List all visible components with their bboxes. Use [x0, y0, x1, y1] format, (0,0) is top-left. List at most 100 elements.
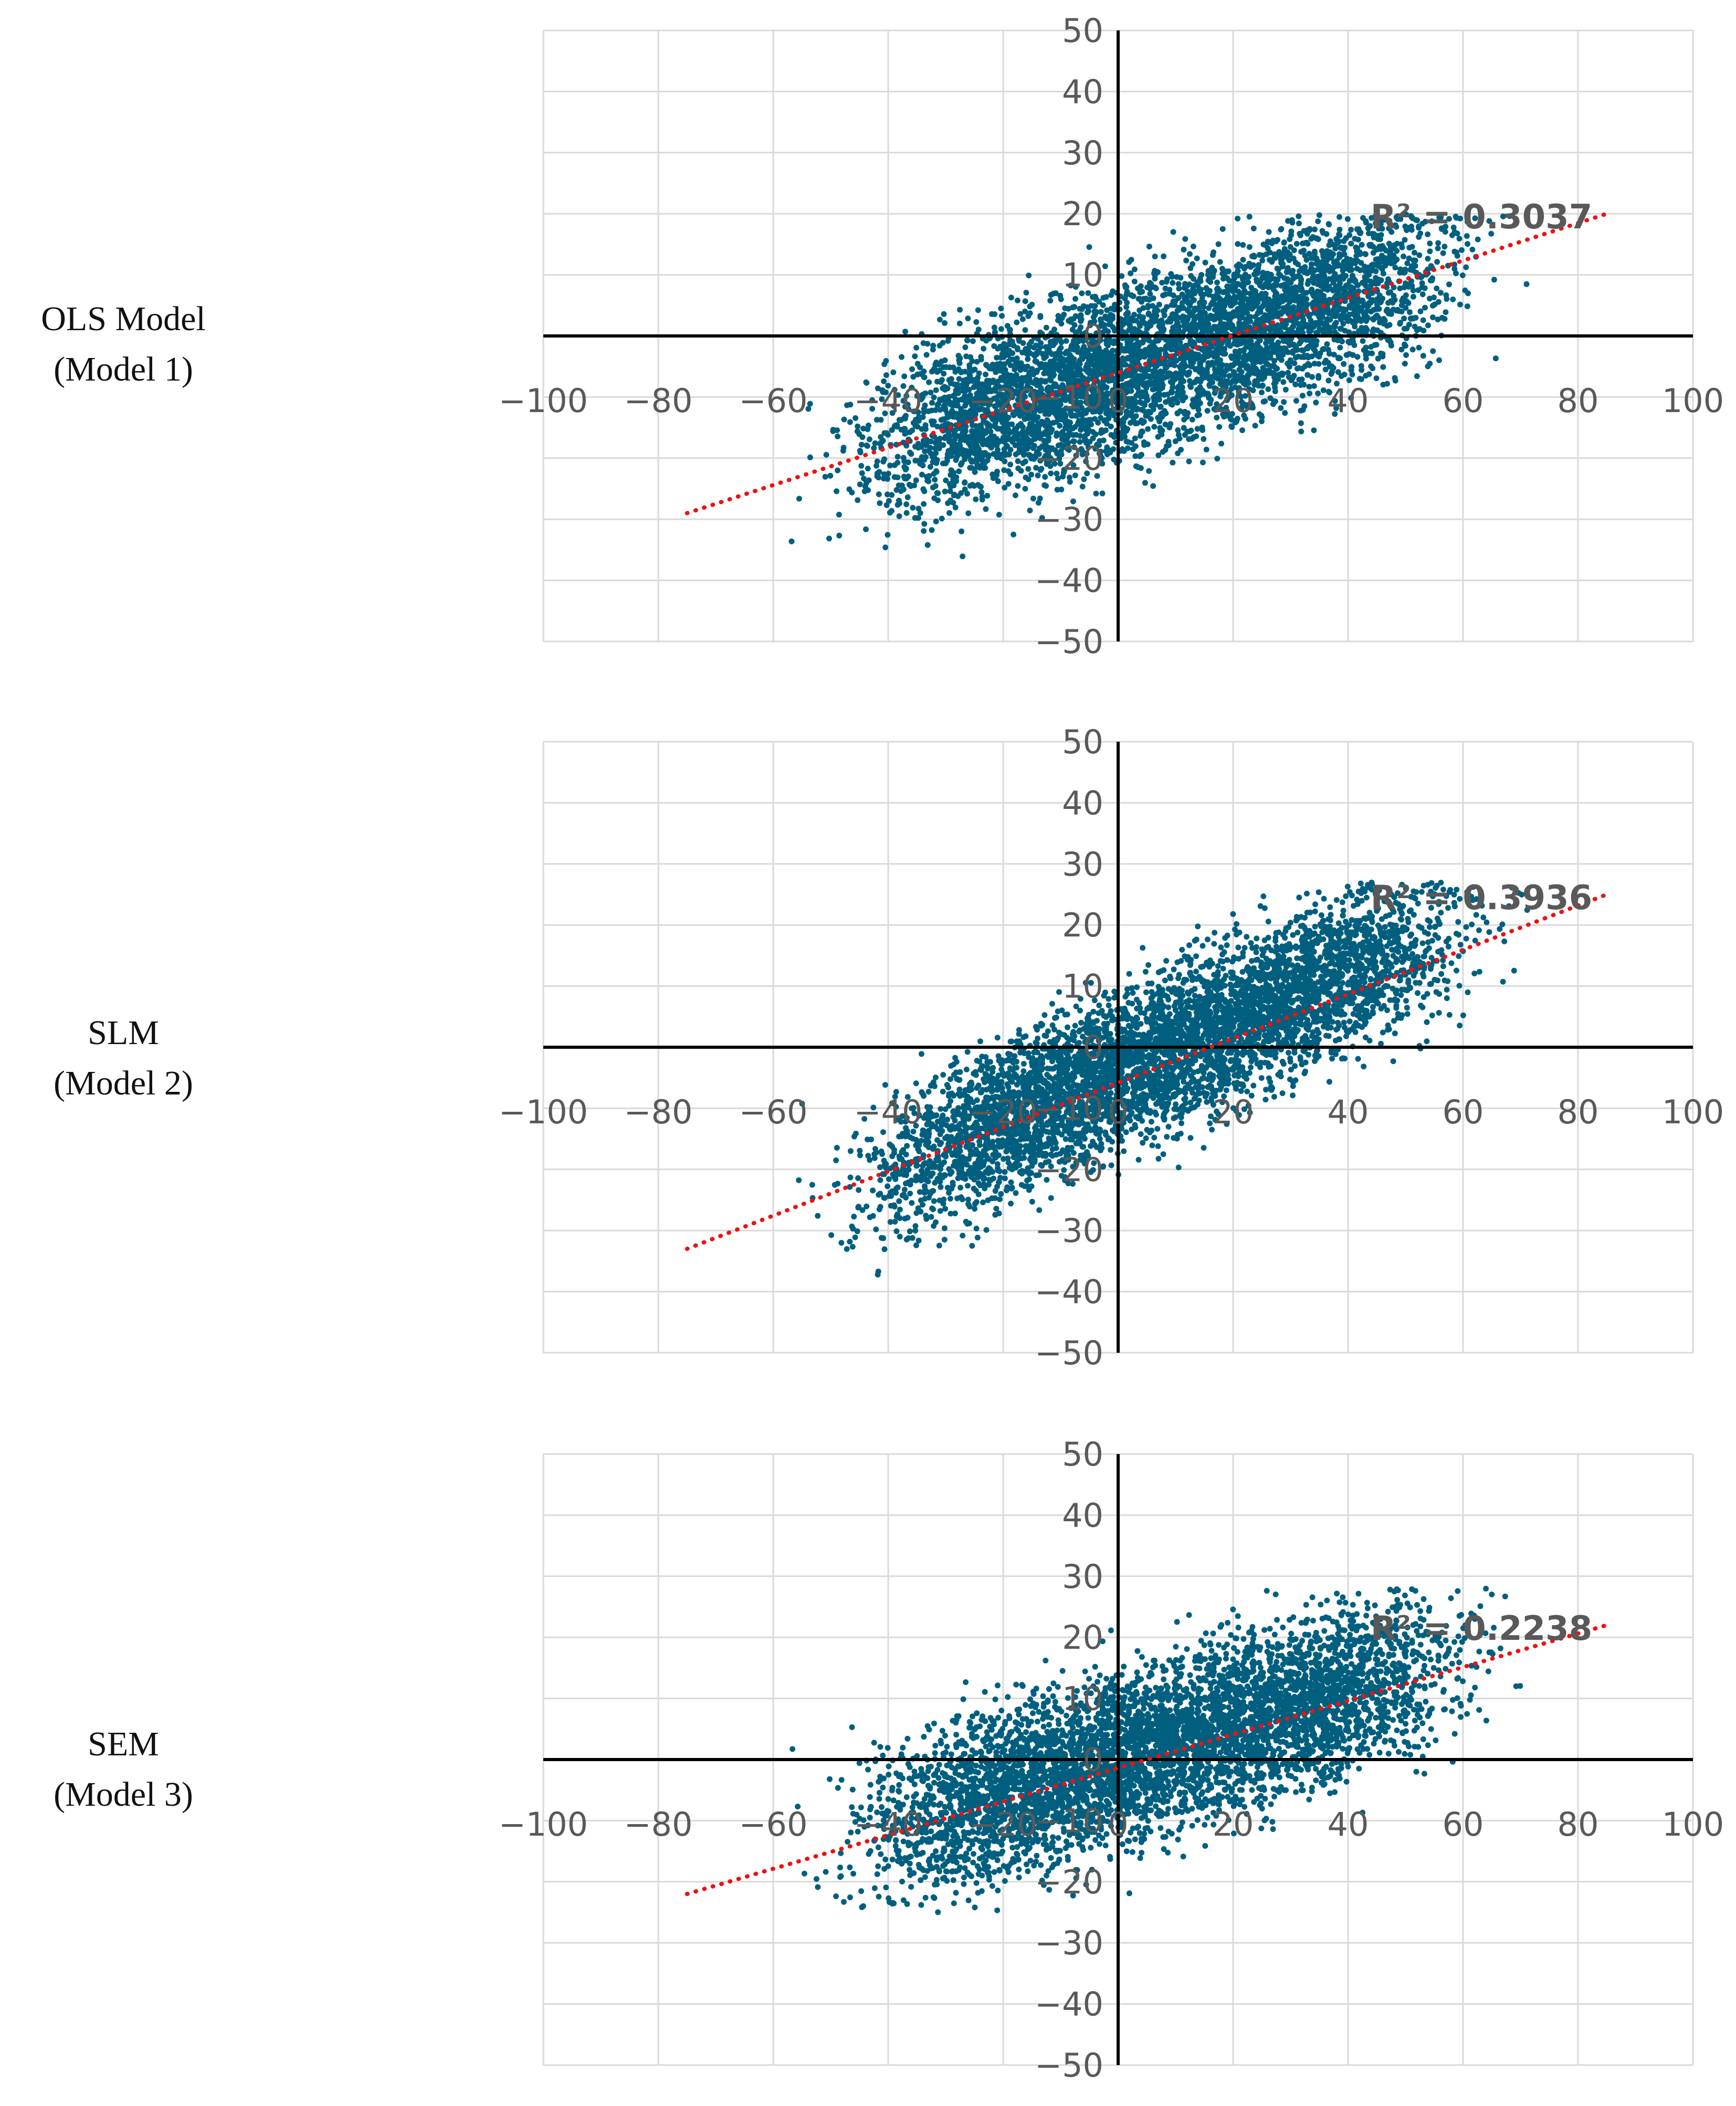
scatter-point — [974, 462, 980, 468]
scatter-point — [1171, 299, 1176, 304]
scatter-point — [1493, 355, 1499, 361]
scatter-point — [909, 366, 915, 372]
scatter-point — [1379, 252, 1385, 258]
scatter-point — [982, 465, 988, 471]
scatter-point — [1305, 281, 1311, 287]
scatter-point — [977, 431, 983, 437]
scatter-point — [846, 487, 852, 492]
scatter-point — [901, 455, 907, 461]
scatter-point — [1298, 382, 1303, 388]
scatter-point — [1125, 439, 1131, 445]
scatter-point — [1015, 458, 1021, 464]
scatter-point — [1262, 398, 1268, 404]
scatter-point — [969, 428, 975, 434]
scatter-point — [1184, 429, 1190, 435]
scatter-point — [1161, 254, 1166, 259]
scatter-point — [1289, 286, 1295, 291]
scatter-point — [1427, 248, 1433, 254]
scatter-point — [1304, 240, 1310, 246]
scatter-point — [1242, 353, 1248, 359]
scatter-point — [1303, 337, 1309, 343]
scatter-point — [1434, 259, 1440, 265]
scatter-point — [1283, 387, 1289, 393]
scatter-point — [934, 490, 940, 496]
scatter-point — [1099, 427, 1104, 433]
scatter-point — [1406, 300, 1412, 306]
scatter-point — [1192, 306, 1198, 311]
scatter-point — [942, 405, 948, 411]
scatter-point — [1216, 424, 1222, 430]
scatter-point — [1090, 368, 1096, 374]
scatter-point — [1416, 252, 1422, 258]
scatter-point — [1434, 286, 1439, 291]
scatter-point — [1240, 257, 1246, 262]
scatter-point — [1218, 441, 1224, 447]
scatter-point — [1358, 267, 1363, 273]
scatter-point — [1240, 242, 1246, 248]
scatter-point — [1125, 445, 1131, 451]
scatter-point — [930, 485, 936, 490]
scatter-point — [1146, 468, 1152, 474]
scatter-point — [902, 476, 908, 481]
scatter-point — [1262, 242, 1268, 248]
scatter-point — [1292, 382, 1298, 387]
scatter-point — [1304, 372, 1310, 378]
scatter-point — [1376, 306, 1382, 312]
scatter-point — [1033, 359, 1039, 364]
scatter-point — [1399, 309, 1405, 314]
scatter-point — [1002, 434, 1007, 439]
scatter-point — [1238, 301, 1244, 307]
scatter-point — [1023, 459, 1028, 465]
scatter-point — [1148, 409, 1153, 415]
scatter-point — [1375, 236, 1381, 242]
scatter-point — [1170, 460, 1175, 466]
scatter-point — [1312, 227, 1318, 233]
scatter-point — [1198, 318, 1204, 324]
scatter-point — [1329, 371, 1334, 377]
scatter-point — [1276, 330, 1282, 335]
scatter-point — [1311, 383, 1317, 389]
scatter-point — [1285, 361, 1290, 366]
scatter-point — [1335, 263, 1341, 269]
scatter-point — [1298, 233, 1303, 238]
scatter-point — [1388, 343, 1394, 349]
scatter-point — [1171, 229, 1176, 235]
scatter-point — [1137, 290, 1143, 296]
scatter-point — [1330, 309, 1336, 314]
scatter-point — [943, 395, 949, 401]
scatter-point — [1241, 290, 1247, 296]
scatter-point — [883, 372, 889, 378]
scatter-point — [1387, 289, 1393, 295]
scatter-point — [1028, 429, 1034, 435]
scatter-point — [1223, 367, 1229, 373]
scatter-point — [1100, 491, 1106, 497]
scatter-point — [1266, 315, 1271, 321]
scatter-point — [834, 427, 840, 433]
scatter-point — [931, 366, 937, 372]
scatter-point — [942, 320, 948, 326]
scatter-point — [1298, 420, 1304, 426]
scatter-point — [1242, 273, 1248, 279]
scatter-point — [1443, 309, 1448, 315]
scatter-point — [979, 356, 984, 362]
scatter-point — [901, 426, 907, 431]
scatter-point — [1301, 403, 1307, 409]
scatter-point — [1524, 281, 1530, 287]
scatter-point — [1344, 256, 1350, 261]
scatter-point — [1283, 318, 1289, 324]
scatter-point — [1269, 326, 1275, 332]
scatter-point — [1299, 354, 1304, 360]
scatter-point — [1300, 393, 1306, 398]
scatter-point — [1268, 272, 1274, 278]
scatter-point — [1100, 302, 1106, 308]
scatter-point — [1291, 304, 1297, 310]
scatter-point — [946, 510, 952, 516]
scatter-point — [999, 451, 1005, 457]
scatter-point — [1043, 431, 1048, 437]
scatter-point — [957, 360, 963, 366]
scatter-point — [1272, 307, 1278, 313]
scatter-point — [1049, 427, 1055, 433]
scatter-point — [866, 477, 872, 483]
scatter-point — [1332, 246, 1338, 251]
scatter-point — [1402, 342, 1407, 348]
